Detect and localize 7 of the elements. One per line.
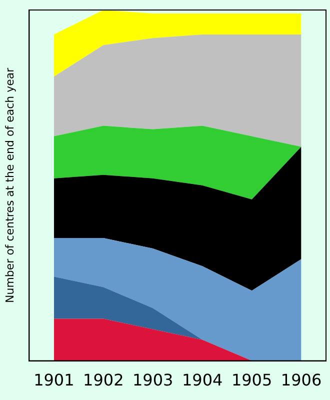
x-tick-label: 1904 (182, 370, 223, 390)
x-tick-label: 1905 (231, 370, 272, 390)
x-tick-label: 1901 (34, 370, 74, 390)
y-axis-title: Number of centres at the end of each year (3, 67, 16, 303)
x-tick-label: 1906 (280, 370, 322, 390)
x-tick-label: 1902 (83, 370, 124, 390)
x-tick-label: 1903 (132, 370, 174, 390)
